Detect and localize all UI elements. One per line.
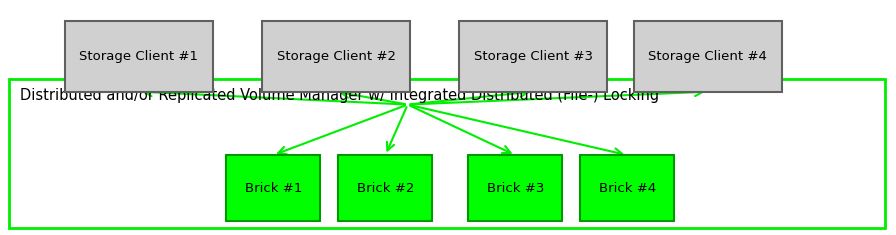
FancyBboxPatch shape <box>263 21 410 92</box>
Text: Storage Client #1: Storage Client #1 <box>80 50 198 63</box>
FancyBboxPatch shape <box>65 21 213 92</box>
Text: Brick #3: Brick #3 <box>487 181 544 195</box>
FancyBboxPatch shape <box>226 155 321 221</box>
Text: Brick #2: Brick #2 <box>357 181 414 195</box>
FancyBboxPatch shape <box>581 155 674 221</box>
FancyBboxPatch shape <box>460 21 607 92</box>
FancyBboxPatch shape <box>468 155 563 221</box>
Text: Storage Client #2: Storage Client #2 <box>277 50 395 63</box>
Text: Brick #1: Brick #1 <box>245 181 302 195</box>
Text: Storage Client #4: Storage Client #4 <box>649 50 767 63</box>
FancyBboxPatch shape <box>634 21 781 92</box>
FancyBboxPatch shape <box>9 79 885 228</box>
FancyBboxPatch shape <box>339 155 433 221</box>
Text: Brick #4: Brick #4 <box>599 181 656 195</box>
Text: Storage Client #3: Storage Client #3 <box>474 50 592 63</box>
Text: Distributed and/or Replicated Volume Manager w/ Integrated Distributed (File-) L: Distributed and/or Replicated Volume Man… <box>20 88 659 103</box>
